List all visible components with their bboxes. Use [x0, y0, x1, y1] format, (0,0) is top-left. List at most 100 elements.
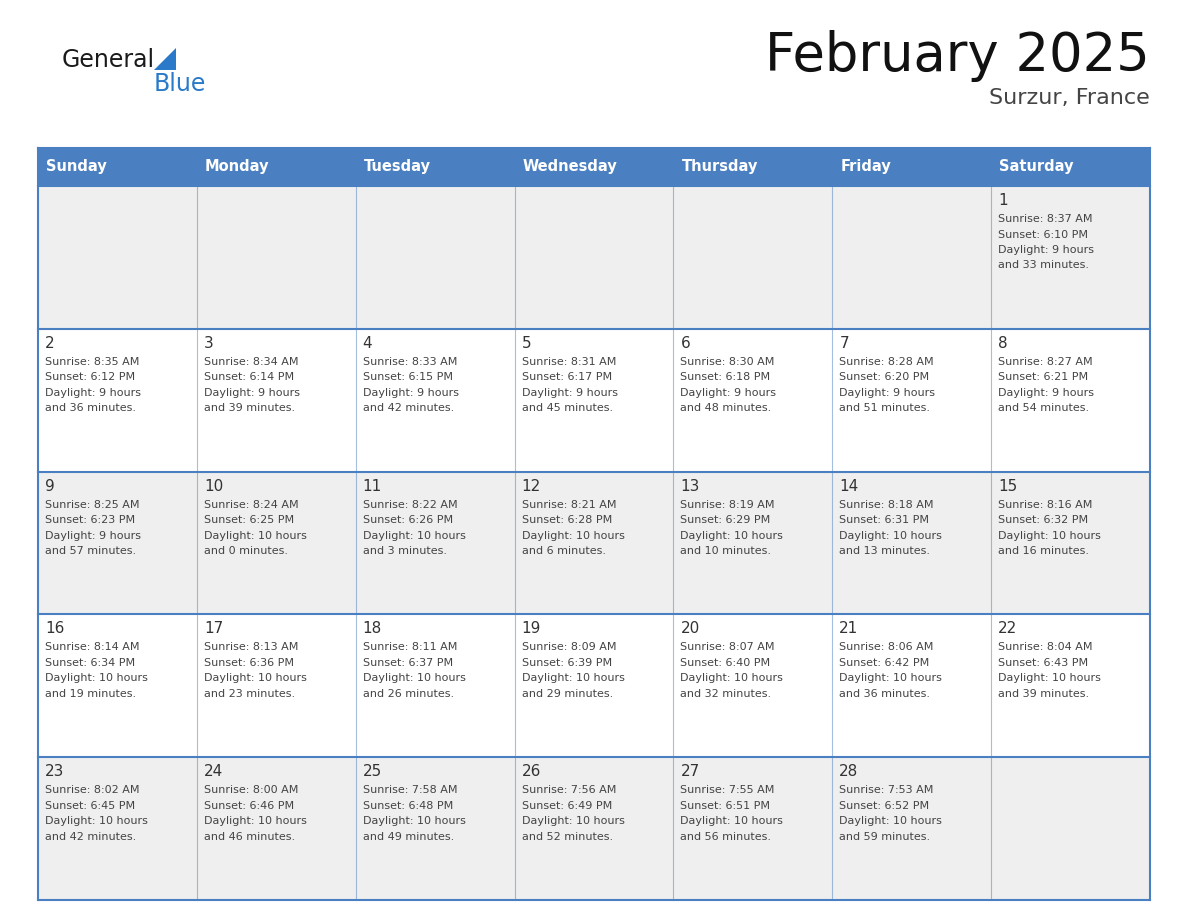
- Text: 9: 9: [45, 478, 55, 494]
- Text: 3: 3: [204, 336, 214, 351]
- Text: Monday: Monday: [204, 160, 270, 174]
- Text: and 48 minutes.: and 48 minutes.: [681, 403, 772, 413]
- Text: Sunrise: 7:53 AM: Sunrise: 7:53 AM: [839, 785, 934, 795]
- Text: 25: 25: [362, 764, 383, 779]
- Text: Blue: Blue: [154, 72, 207, 96]
- Text: Daylight: 10 hours: Daylight: 10 hours: [204, 816, 307, 826]
- Bar: [38, 329, 1150, 472]
- Text: and 10 minutes.: and 10 minutes.: [681, 546, 771, 556]
- Text: Sunset: 6:17 PM: Sunset: 6:17 PM: [522, 373, 612, 382]
- Text: Sunset: 6:20 PM: Sunset: 6:20 PM: [839, 373, 929, 382]
- Bar: [38, 472, 1150, 614]
- Text: Surzur, France: Surzur, France: [990, 88, 1150, 108]
- Text: 21: 21: [839, 621, 859, 636]
- Text: Daylight: 9 hours: Daylight: 9 hours: [362, 387, 459, 397]
- Text: 28: 28: [839, 764, 859, 779]
- Text: 5: 5: [522, 336, 531, 351]
- Text: Daylight: 10 hours: Daylight: 10 hours: [522, 816, 625, 826]
- Bar: [38, 614, 1150, 757]
- Text: Sunset: 6:12 PM: Sunset: 6:12 PM: [45, 373, 135, 382]
- Text: Sunrise: 8:25 AM: Sunrise: 8:25 AM: [45, 499, 139, 509]
- Text: and 54 minutes.: and 54 minutes.: [998, 403, 1089, 413]
- Bar: [38, 186, 1150, 329]
- Text: and 16 minutes.: and 16 minutes.: [998, 546, 1089, 556]
- Text: Sunrise: 7:58 AM: Sunrise: 7:58 AM: [362, 785, 457, 795]
- Text: Sunrise: 8:11 AM: Sunrise: 8:11 AM: [362, 643, 457, 653]
- Text: 22: 22: [998, 621, 1017, 636]
- Text: Sunrise: 8:21 AM: Sunrise: 8:21 AM: [522, 499, 617, 509]
- Text: 7: 7: [839, 336, 849, 351]
- Text: Daylight: 10 hours: Daylight: 10 hours: [204, 531, 307, 541]
- Text: Sunset: 6:45 PM: Sunset: 6:45 PM: [45, 800, 135, 811]
- Text: Daylight: 10 hours: Daylight: 10 hours: [45, 816, 147, 826]
- Text: Daylight: 10 hours: Daylight: 10 hours: [45, 674, 147, 683]
- Text: and 51 minutes.: and 51 minutes.: [839, 403, 930, 413]
- Polygon shape: [154, 48, 176, 70]
- Text: Sunrise: 8:34 AM: Sunrise: 8:34 AM: [204, 357, 298, 367]
- Text: 1: 1: [998, 193, 1007, 208]
- Text: Daylight: 10 hours: Daylight: 10 hours: [362, 674, 466, 683]
- Text: Daylight: 9 hours: Daylight: 9 hours: [681, 387, 777, 397]
- Text: Sunset: 6:28 PM: Sunset: 6:28 PM: [522, 515, 612, 525]
- Text: Daylight: 10 hours: Daylight: 10 hours: [998, 531, 1101, 541]
- Text: Sunset: 6:46 PM: Sunset: 6:46 PM: [204, 800, 293, 811]
- Text: Daylight: 10 hours: Daylight: 10 hours: [839, 674, 942, 683]
- Text: 19: 19: [522, 621, 541, 636]
- Text: and 26 minutes.: and 26 minutes.: [362, 688, 454, 699]
- Text: Sunset: 6:52 PM: Sunset: 6:52 PM: [839, 800, 929, 811]
- Text: Sunset: 6:42 PM: Sunset: 6:42 PM: [839, 658, 929, 668]
- Text: Sunset: 6:14 PM: Sunset: 6:14 PM: [204, 373, 293, 382]
- Text: and 36 minutes.: and 36 minutes.: [45, 403, 135, 413]
- Text: and 56 minutes.: and 56 minutes.: [681, 832, 771, 842]
- Text: Sunrise: 8:04 AM: Sunrise: 8:04 AM: [998, 643, 1093, 653]
- Text: and 0 minutes.: and 0 minutes.: [204, 546, 287, 556]
- Text: 24: 24: [204, 764, 223, 779]
- Text: 23: 23: [45, 764, 64, 779]
- Text: February 2025: February 2025: [765, 30, 1150, 82]
- Text: Sunrise: 7:55 AM: Sunrise: 7:55 AM: [681, 785, 775, 795]
- Text: Sunset: 6:18 PM: Sunset: 6:18 PM: [681, 373, 771, 382]
- Text: Daylight: 10 hours: Daylight: 10 hours: [522, 674, 625, 683]
- Text: Sunrise: 8:07 AM: Sunrise: 8:07 AM: [681, 643, 775, 653]
- Text: 26: 26: [522, 764, 541, 779]
- Text: Daylight: 9 hours: Daylight: 9 hours: [204, 387, 299, 397]
- Text: Sunday: Sunday: [46, 160, 107, 174]
- Text: 10: 10: [204, 478, 223, 494]
- Text: Daylight: 10 hours: Daylight: 10 hours: [681, 531, 783, 541]
- Text: Daylight: 10 hours: Daylight: 10 hours: [681, 674, 783, 683]
- Text: Daylight: 10 hours: Daylight: 10 hours: [839, 531, 942, 541]
- Text: Sunrise: 8:19 AM: Sunrise: 8:19 AM: [681, 499, 775, 509]
- Text: Thursday: Thursday: [682, 160, 758, 174]
- Text: Sunrise: 8:16 AM: Sunrise: 8:16 AM: [998, 499, 1093, 509]
- Text: 12: 12: [522, 478, 541, 494]
- Text: and 52 minutes.: and 52 minutes.: [522, 832, 613, 842]
- Text: and 46 minutes.: and 46 minutes.: [204, 832, 295, 842]
- Text: and 39 minutes.: and 39 minutes.: [204, 403, 295, 413]
- Text: Sunrise: 8:06 AM: Sunrise: 8:06 AM: [839, 643, 934, 653]
- Text: Sunset: 6:37 PM: Sunset: 6:37 PM: [362, 658, 453, 668]
- Text: Sunrise: 8:02 AM: Sunrise: 8:02 AM: [45, 785, 139, 795]
- Text: Daylight: 9 hours: Daylight: 9 hours: [998, 387, 1094, 397]
- Text: Daylight: 10 hours: Daylight: 10 hours: [362, 816, 466, 826]
- Text: Daylight: 10 hours: Daylight: 10 hours: [839, 816, 942, 826]
- Text: 27: 27: [681, 764, 700, 779]
- Text: and 33 minutes.: and 33 minutes.: [998, 261, 1089, 271]
- Text: and 49 minutes.: and 49 minutes.: [362, 832, 454, 842]
- Text: Sunset: 6:10 PM: Sunset: 6:10 PM: [998, 230, 1088, 240]
- Text: Sunrise: 8:28 AM: Sunrise: 8:28 AM: [839, 357, 934, 367]
- Text: Sunrise: 7:56 AM: Sunrise: 7:56 AM: [522, 785, 615, 795]
- Text: Daylight: 10 hours: Daylight: 10 hours: [998, 674, 1101, 683]
- Text: Sunset: 6:40 PM: Sunset: 6:40 PM: [681, 658, 771, 668]
- Text: Tuesday: Tuesday: [364, 160, 431, 174]
- Text: Sunset: 6:25 PM: Sunset: 6:25 PM: [204, 515, 293, 525]
- Text: Sunrise: 8:24 AM: Sunrise: 8:24 AM: [204, 499, 298, 509]
- Text: 11: 11: [362, 478, 383, 494]
- Text: Sunset: 6:34 PM: Sunset: 6:34 PM: [45, 658, 135, 668]
- Text: Sunset: 6:31 PM: Sunset: 6:31 PM: [839, 515, 929, 525]
- Text: Daylight: 9 hours: Daylight: 9 hours: [998, 245, 1094, 255]
- Text: Daylight: 10 hours: Daylight: 10 hours: [362, 531, 466, 541]
- Text: Sunrise: 8:35 AM: Sunrise: 8:35 AM: [45, 357, 139, 367]
- Text: Sunrise: 8:22 AM: Sunrise: 8:22 AM: [362, 499, 457, 509]
- Text: and 3 minutes.: and 3 minutes.: [362, 546, 447, 556]
- Text: Sunrise: 8:30 AM: Sunrise: 8:30 AM: [681, 357, 775, 367]
